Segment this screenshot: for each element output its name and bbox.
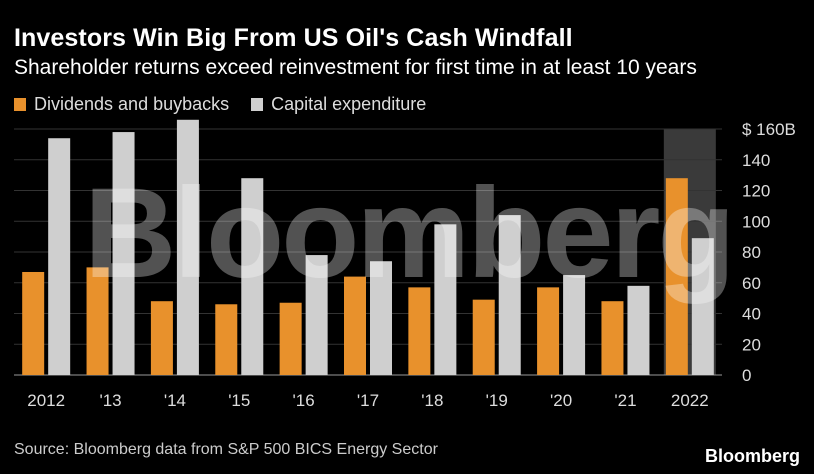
- legend-label-dividends: Dividends and buybacks: [34, 94, 230, 114]
- bar-capex-7: [498, 215, 521, 375]
- bar-dividends-4: [279, 302, 302, 375]
- bar-dividends-6: [408, 287, 431, 375]
- x-tick-label: 2022: [671, 391, 709, 410]
- bar-capex-0: [48, 138, 71, 375]
- x-tick-label: '14: [164, 391, 186, 410]
- bar-dividends-2: [150, 301, 173, 375]
- y-tick-label: 60: [742, 274, 761, 293]
- x-tick-label: 2012: [27, 391, 65, 410]
- bar-capex-10: [691, 238, 714, 375]
- legend-label-capex: Capital expenditure: [271, 94, 427, 114]
- bar-dividends-8: [537, 287, 560, 375]
- x-tick-label: '21: [614, 391, 636, 410]
- y-tick-label: 20: [742, 335, 761, 354]
- y-tick-label: 120: [742, 182, 770, 201]
- y-tick-label: $ 160B: [742, 120, 796, 139]
- legend-swatch-capex: [251, 98, 264, 111]
- x-tick-label: '20: [550, 391, 572, 410]
- legend: Dividends and buybacks Capital expenditu…: [14, 94, 426, 115]
- bar-capex-2: [176, 119, 199, 376]
- bar-capex-9: [627, 285, 650, 375]
- bar-dividends-9: [601, 301, 624, 375]
- bar-capex-4: [305, 255, 328, 375]
- bar-dividends-3: [215, 304, 238, 375]
- bloomberg-logo: Bloomberg: [704, 446, 800, 466]
- bar-layer: [22, 119, 714, 376]
- legend-item-capex: Capital expenditure: [251, 94, 426, 115]
- y-tick-label: 100: [742, 212, 770, 231]
- legend-item-dividends: Dividends and buybacks: [14, 94, 229, 115]
- x-tick-label: '13: [99, 391, 121, 410]
- y-tick-labels: 0 20 40 60 80 100 120 140 $ 160B: [742, 120, 796, 385]
- y-tick-label: 140: [742, 151, 770, 170]
- x-tick-label: '15: [228, 391, 250, 410]
- y-tick-label: 40: [742, 305, 761, 324]
- bar-capex-8: [563, 275, 586, 375]
- bar-dividends-7: [472, 299, 495, 375]
- x-tick-label: '17: [357, 391, 379, 410]
- x-tick-label: '19: [486, 391, 508, 410]
- x-tick-label: '18: [421, 391, 443, 410]
- source-note: Source: Bloomberg data from S&P 500 BICS…: [14, 441, 438, 458]
- bar-capex-5: [370, 261, 392, 375]
- legend-swatch-dividends: [14, 98, 26, 111]
- bar-dividends-0: [22, 271, 45, 375]
- chart-title: Investors Win Big From US Oil's Cash Win…: [14, 24, 573, 52]
- x-tick-labels: 2012 '13 '14 '15 '16 '17 '18 '19 '20 '21 2022: [27, 391, 708, 410]
- y-tick-label: 0: [742, 366, 751, 385]
- bar-dividends-5: [344, 276, 366, 375]
- y-tick-label: 80: [742, 243, 761, 262]
- bar-capex-6: [434, 224, 457, 375]
- bar-capex-3: [241, 178, 264, 375]
- chart-subtitle: Shareholder returns exceed reinvestment …: [14, 56, 697, 79]
- bar-capex-1: [112, 132, 135, 375]
- x-tick-label: '16: [293, 391, 315, 410]
- bar-dividends-10: [665, 178, 688, 375]
- bar-dividends-1: [86, 267, 109, 375]
